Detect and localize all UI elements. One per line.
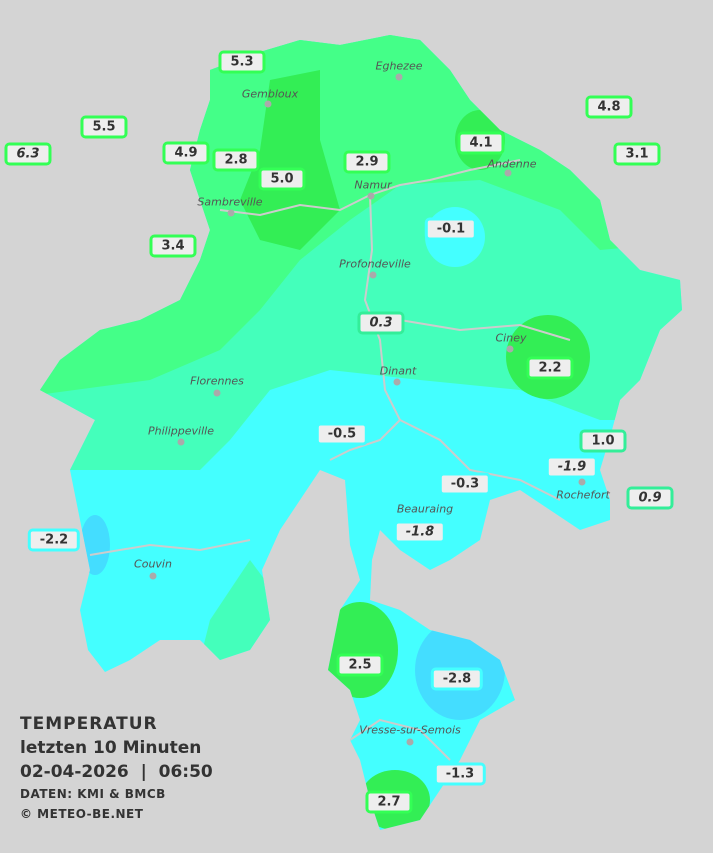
legend-source: DATEN: KMI & BMCB <box>20 787 166 801</box>
station-value[interactable]: 2.9 <box>343 150 391 174</box>
town-dot <box>369 271 377 279</box>
legend-datetime: 02-04-2026 | 06:50 <box>20 762 213 782</box>
station-value[interactable]: 5.5 <box>80 115 128 139</box>
town-dot <box>506 345 514 353</box>
town-label: Florennes <box>190 374 244 388</box>
station-value[interactable]: -0.1 <box>424 217 478 241</box>
town-dot <box>393 378 401 386</box>
town-label: Vresse-sur-Semois <box>359 723 461 737</box>
town-label: Dinant <box>379 364 417 378</box>
station-value[interactable]: 4.8 <box>585 95 633 119</box>
river <box>89 539 451 761</box>
station-value[interactable]: 6.3 <box>4 142 52 166</box>
map-legend: TEMPERATUR letzten 10 Minuten 02-04-2026… <box>20 712 213 824</box>
station-value[interactable]: 0.9 <box>626 486 674 510</box>
station-value[interactable]: 1.0 <box>579 429 627 453</box>
town-dot <box>504 169 512 177</box>
legend-title: TEMPERATUR <box>20 714 158 734</box>
station-value[interactable]: 4.9 <box>162 141 210 165</box>
river <box>399 319 571 501</box>
warm-patch <box>322 602 398 698</box>
station-value[interactable]: -2.2 <box>27 528 81 552</box>
town-label: Andenne <box>487 157 537 171</box>
town-label: Beauraing <box>396 502 454 516</box>
town-label: Sambreville <box>197 195 263 209</box>
town-label: Rochefort <box>556 488 610 502</box>
warm-patch <box>240 70 340 250</box>
town-dot <box>177 438 185 446</box>
legend-copyright: © METEO-BE.NET <box>20 807 144 821</box>
station-value[interactable]: 4.1 <box>457 131 505 155</box>
town-label: Gembloux <box>241 87 299 101</box>
town-label: Profondeville <box>339 257 411 271</box>
station-value[interactable]: -1.3 <box>433 762 487 786</box>
station-value[interactable]: -0.3 <box>438 472 492 496</box>
station-value[interactable]: -2.8 <box>430 667 484 691</box>
station-value[interactable]: 2.5 <box>336 653 384 677</box>
town-dot <box>213 389 221 397</box>
station-value[interactable]: -0.5 <box>315 422 369 446</box>
station-value[interactable]: 2.2 <box>526 356 574 380</box>
mild-patch <box>200 560 280 660</box>
station-value[interactable]: 0.3 <box>357 311 405 335</box>
town-dot <box>395 73 403 81</box>
town-label: Namur <box>354 178 392 192</box>
town-dot <box>149 572 157 580</box>
very-cold-patch <box>80 515 110 575</box>
town-dot <box>367 192 375 200</box>
station-value[interactable]: 5.3 <box>218 50 266 74</box>
river-meuse <box>329 194 402 461</box>
town-label: Couvin <box>134 557 172 571</box>
station-value[interactable]: 3.4 <box>149 234 197 258</box>
station-value[interactable]: 2.8 <box>212 148 260 172</box>
town-label: Ciney <box>495 331 527 345</box>
station-value[interactable]: 2.7 <box>365 790 413 814</box>
station-value[interactable]: -1.9 <box>545 455 599 479</box>
station-value[interactable]: 3.1 <box>613 142 661 166</box>
legend-subtitle: letzten 10 Minuten <box>20 738 202 758</box>
town-dot <box>227 209 235 217</box>
town-label: Eghezee <box>375 59 423 73</box>
town-dot <box>264 100 272 108</box>
station-value[interactable]: -1.8 <box>393 520 447 544</box>
town-label: Philippeville <box>148 424 214 438</box>
station-value[interactable]: 5.0 <box>258 167 306 191</box>
town-dot <box>578 478 586 486</box>
town-dot <box>406 738 414 746</box>
